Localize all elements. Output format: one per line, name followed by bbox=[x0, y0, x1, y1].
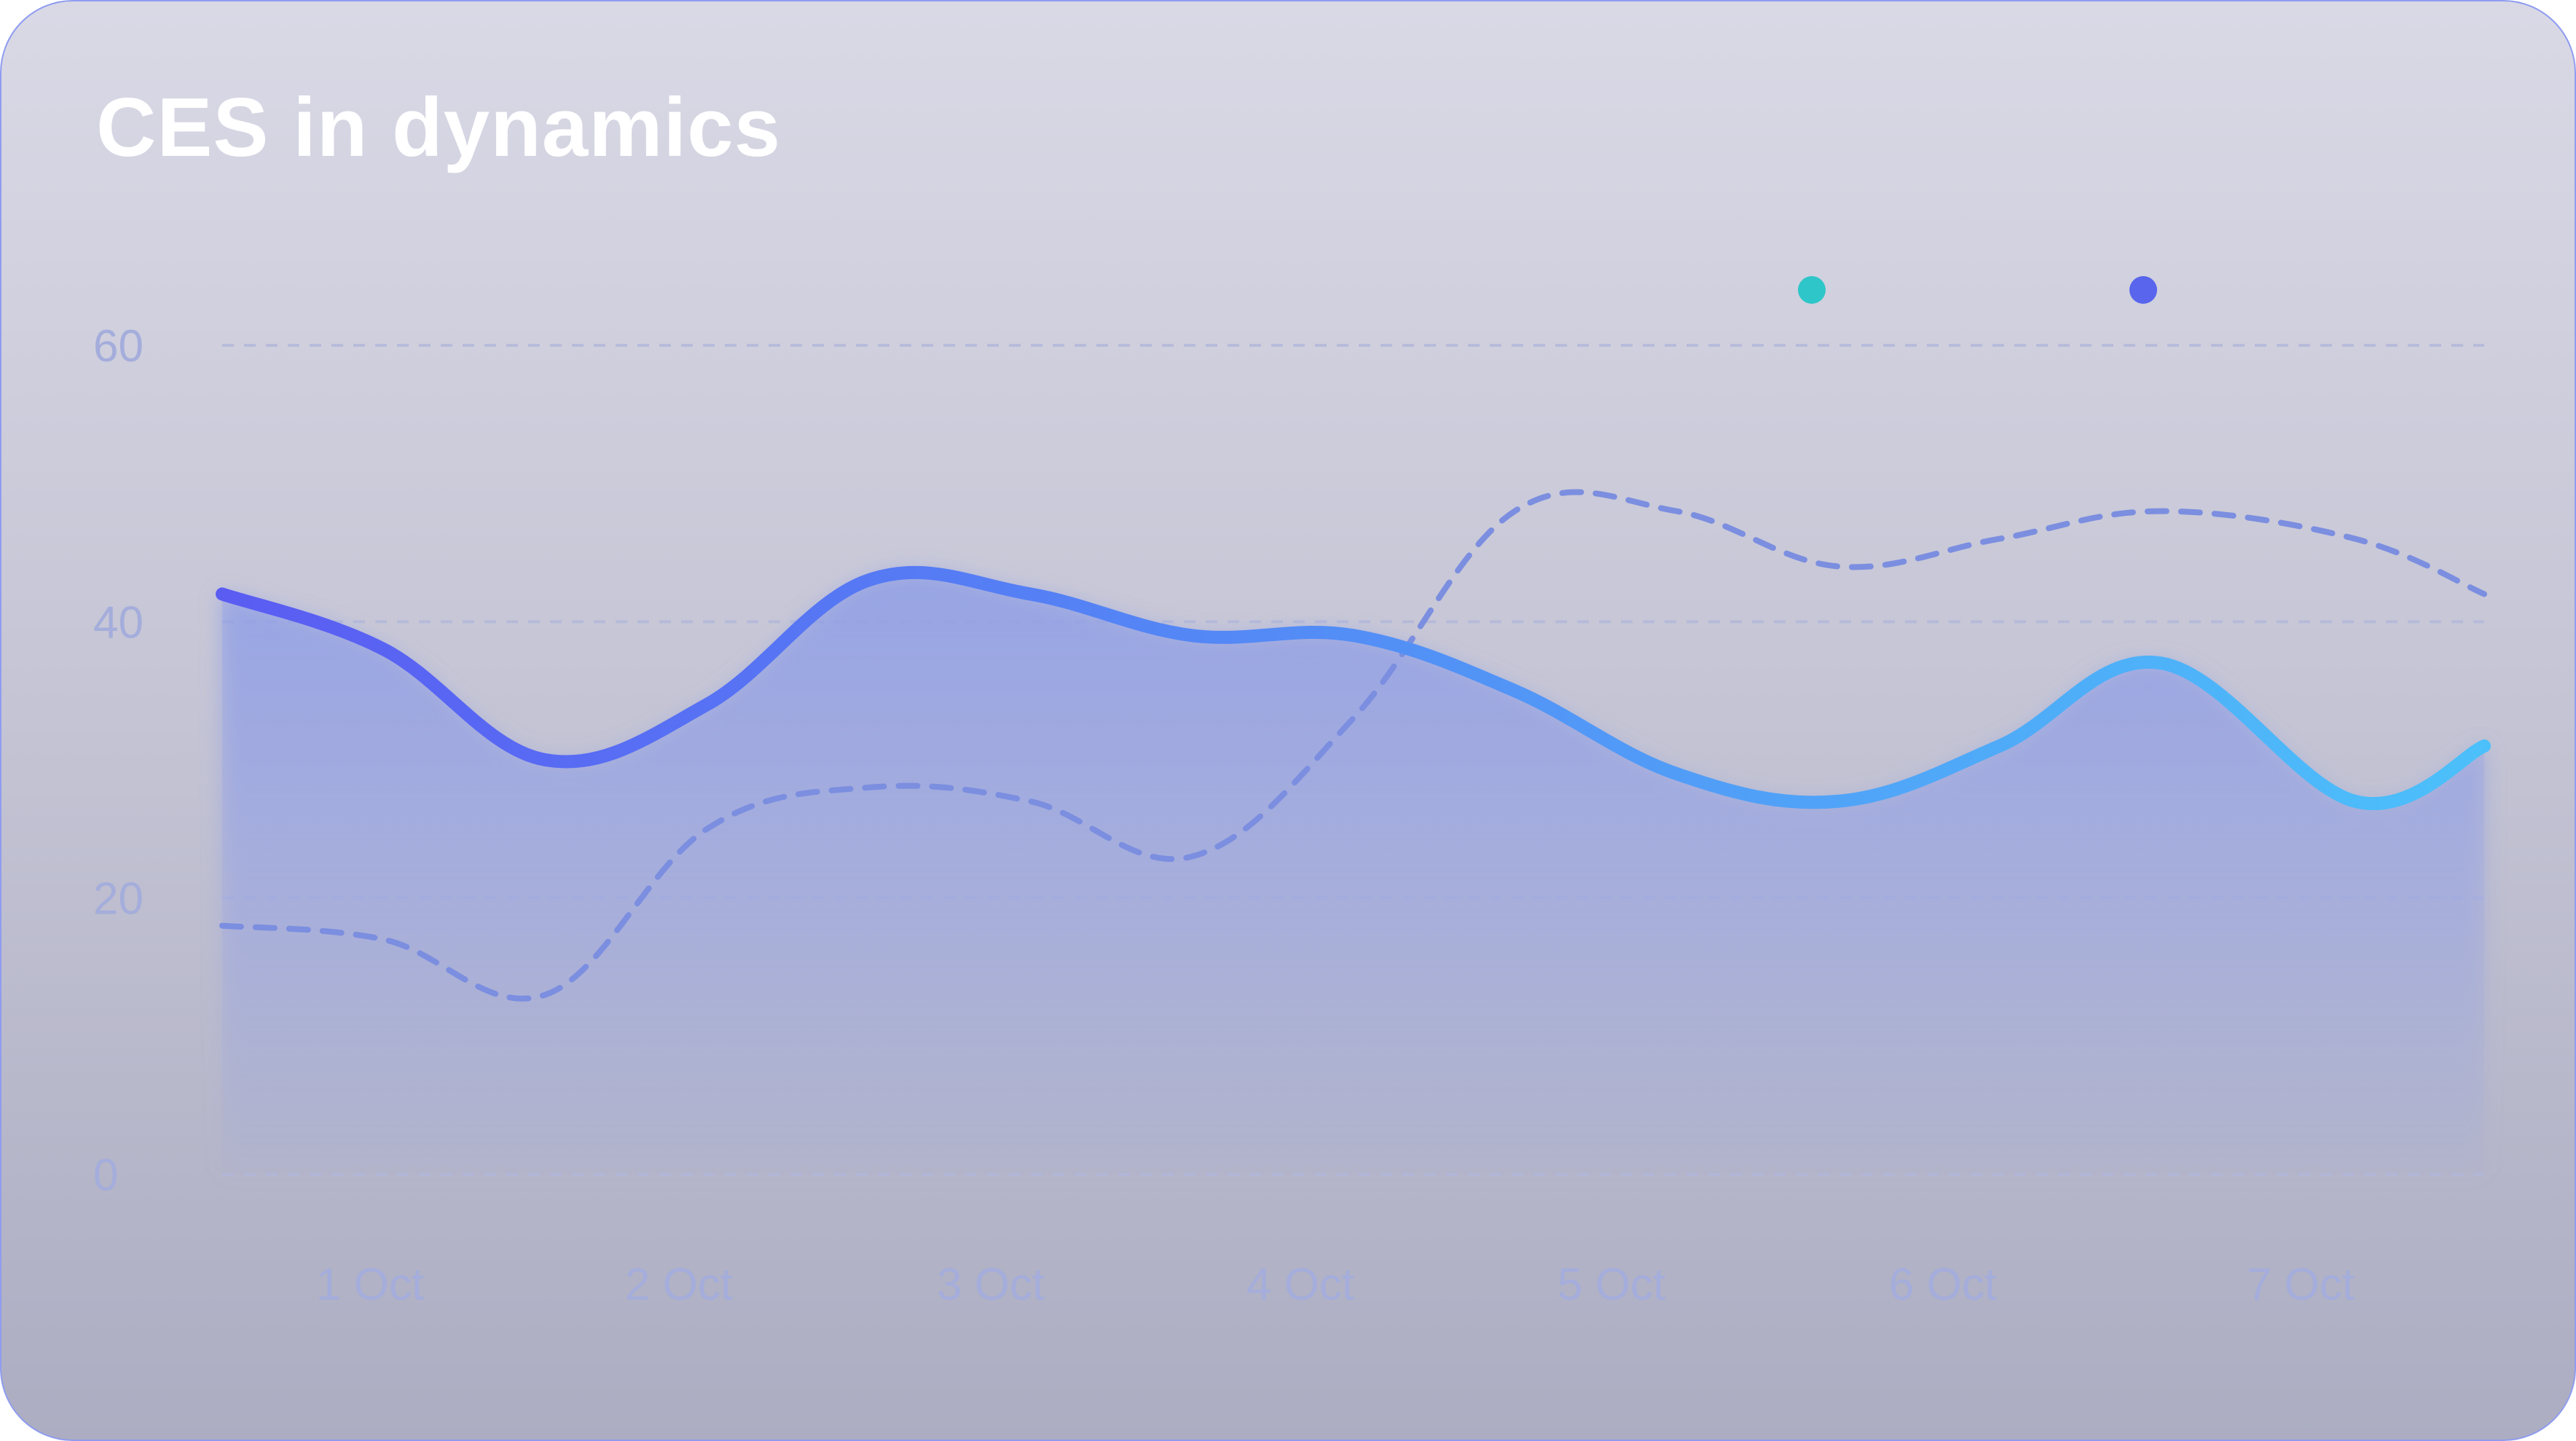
x-tick-label: 1 Oct bbox=[316, 1260, 424, 1310]
y-tick-label: 0 bbox=[93, 1150, 118, 1201]
series-line-dashed bbox=[219, 489, 2487, 1002]
x-tick-label: 2 Oct bbox=[625, 1260, 733, 1310]
y-tick-label: 20 bbox=[93, 874, 144, 924]
legend-item bbox=[1798, 276, 1826, 304]
series-line-solid bbox=[216, 565, 2491, 810]
y-tick-label: 40 bbox=[93, 597, 144, 648]
legend-dot-icon bbox=[1798, 276, 1826, 304]
x-tick-label: 6 Oct bbox=[1889, 1260, 1997, 1310]
legend-item bbox=[2129, 276, 2157, 304]
legend-dot-icon bbox=[2129, 276, 2157, 304]
series-area-base bbox=[222, 572, 2484, 1174]
chart-title: CES in dynamics bbox=[96, 82, 781, 174]
x-tick-label: 4 Oct bbox=[1246, 1260, 1354, 1310]
y-tick-label: 60 bbox=[93, 321, 144, 372]
x-tick-label: 3 Oct bbox=[937, 1260, 1045, 1310]
x-tick-label: 7 Oct bbox=[2247, 1260, 2355, 1310]
x-tick-label: 5 Oct bbox=[1558, 1260, 1665, 1310]
